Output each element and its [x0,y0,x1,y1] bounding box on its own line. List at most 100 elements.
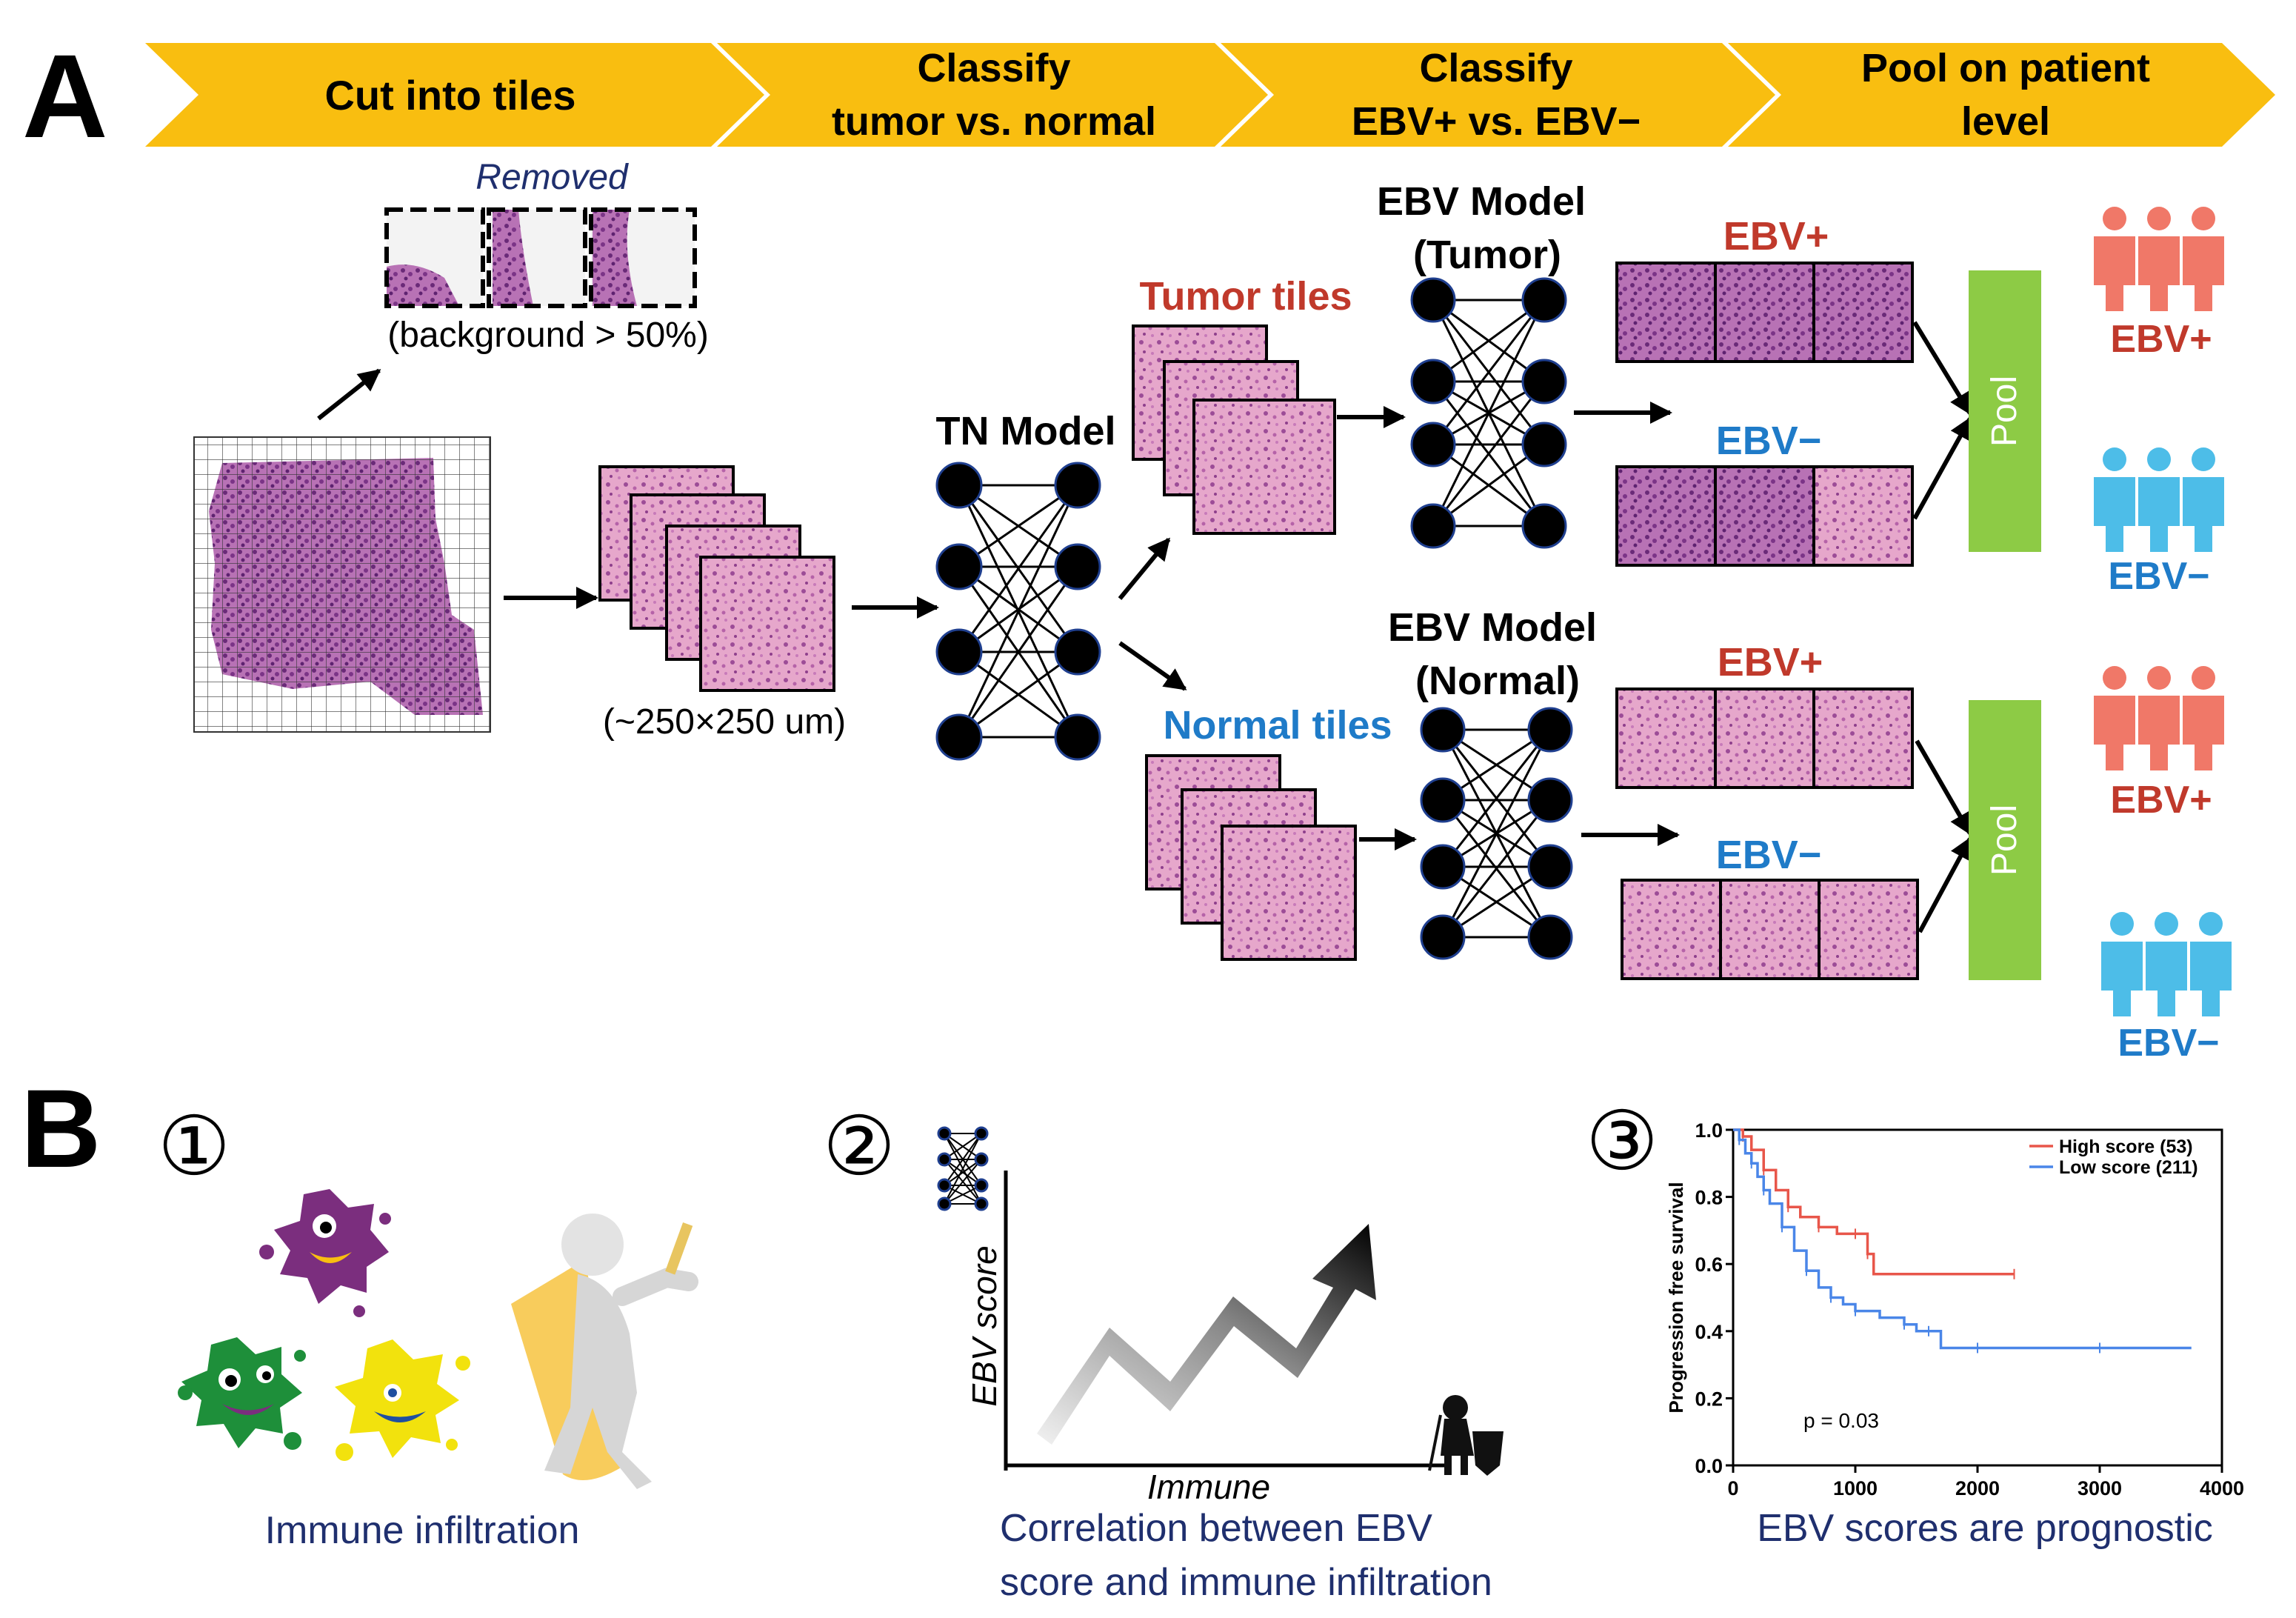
top-ebv-neg-label: EBV− [1716,419,1822,463]
network-node [1527,844,1573,890]
ebv-model-normal-line2: (Normal) [1415,659,1580,703]
step-4-label-line1: Pool on patient [1861,46,2150,90]
top-ebv-pos-label: EBV+ [1723,214,1829,259]
person-icon [2192,447,2215,471]
whole-slide-image [193,436,491,733]
ebv-model-tumor-line1: EBV Model [1377,179,1586,224]
step-3-label-line1: Classify [1419,46,1572,90]
tile-size-note: (~250×250 um) [603,702,846,742]
bottom-ebv-pos-label: EBV+ [1718,640,1823,685]
item-2-y-label: EBV score [965,1245,1004,1406]
person-icon [2147,666,2171,690]
person-icon [2103,666,2126,690]
bottom-ebv-neg-label: EBV− [1716,833,1822,877]
person-icon [2110,912,2134,936]
network-node [1410,277,1456,323]
tn-model-label: TN Model [936,409,1116,453]
panel-a-letter: A [22,30,108,162]
network-node [937,1196,952,1211]
pipeline-banner: Cut into tiles Classify tumor vs. normal… [145,43,2275,147]
network-node [974,1196,989,1211]
removed-tile-1 [384,207,485,308]
network-node [1527,777,1573,823]
patients-ebv-pos-top [2094,207,2224,311]
item-1-number: ① [158,1101,231,1192]
network-node [1410,422,1456,467]
network-node [935,713,983,761]
arrow-to-normal-tiles [1118,641,1187,691]
removed-note: (background > 50%) [387,316,709,355]
patient-ebv-neg-label-bottom: EBV− [2118,1022,2219,1065]
knight-icon [1428,1395,1504,1476]
top-pool-label: Pool [1985,376,2024,447]
km-y-tick-label: 0.0 [1695,1455,1723,1477]
network-node [1521,277,1567,323]
item-2-caption-line2: score and immune infiltration [1000,1561,1492,1604]
tile-stack: (~250×250 um) [598,465,846,742]
km-series-line [1733,1128,2015,1276]
person-icon [2147,447,2171,471]
person-icon [2103,207,2126,230]
trend-arrow [1037,1224,1376,1445]
network-node [974,1152,989,1167]
item-3-number: ③ [1586,1096,1659,1187]
banner-step-2 [717,43,1268,147]
network-node [1420,914,1466,960]
top-pool-box [1969,270,2041,552]
patients-ebv-neg-top [2094,447,2224,552]
network-node [1420,777,1466,823]
banner-step-4 [1728,43,2275,147]
tumor-tiles-label: Tumor tiles [1139,274,1352,319]
patient-ebv-pos-label-top: EBV+ [2110,318,2212,361]
km-y-tick-label: 0.4 [1695,1321,1723,1343]
bottom-pool-box [1969,700,2041,980]
network-node [1410,359,1456,404]
banner-step-1 [145,43,764,147]
network-node [1521,422,1567,467]
immune-defender-icon [511,1214,698,1489]
ebv-model-normal-line1: EBV Model [1388,605,1597,650]
removed-label: Removed [475,158,629,197]
score-network-icon [937,1126,989,1211]
network-node [974,1178,989,1193]
km-series-line [1733,1128,2192,1350]
step-2-label-line1: Classify [917,46,1070,90]
km-y-tick-label: 0.2 [1695,1388,1723,1410]
step-1-label: Cut into tiles [324,72,575,119]
tn-model-network [935,462,1101,761]
arrow-to-removed [317,368,381,421]
tumor-tile-stack [1132,324,1336,535]
km-p-value: p = 0.03 [1803,1409,1879,1432]
network-node [935,462,983,509]
top-ebv-neg-tiles [1615,465,1914,567]
network-node [1420,707,1466,753]
ebv-model-tumor-line2: (Tumor) [1413,233,1561,277]
item-2-x-label: Immune [1147,1468,1270,1506]
km-x-tick-label: 0 [1727,1477,1738,1499]
step-3-label-line2: EBV+ vs. EBV− [1352,99,1641,144]
ebv-model-normal-network [1420,707,1573,960]
item-3-caption: EBV scores are prognostic [1757,1507,2213,1550]
step-2-label-line2: tumor vs. normal [832,99,1156,144]
network-node [937,1126,952,1141]
network-node [1527,914,1573,960]
patient-ebv-neg-label-top: EBV− [2108,555,2209,598]
person-icon [2192,666,2215,690]
network-node [1410,503,1456,549]
banner-step-3 [1221,43,1775,147]
network-node [1054,628,1101,676]
item-2-number: ② [823,1101,896,1192]
normal-tile-stack [1145,754,1357,961]
person-icon [2147,207,2171,230]
network-node [935,543,983,590]
immune-infiltration-illustration [178,1189,698,1489]
panel-b-letter: B [21,1066,101,1191]
panel-a: A Cut into tiles Classify tumor vs. norm… [22,30,2275,1065]
network-node [1521,503,1567,549]
removed-tile-3 [589,207,697,308]
km-x-tick-label: 4000 [2200,1477,2244,1499]
km-x-tick-label: 3000 [2078,1477,2122,1499]
network-node [935,628,983,676]
km-y-tick-label: 1.0 [1695,1119,1723,1142]
